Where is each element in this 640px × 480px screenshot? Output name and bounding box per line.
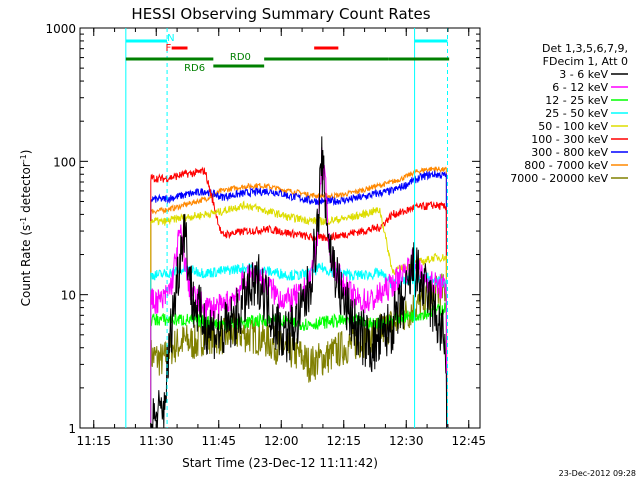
legend-label-5: 100 - 300 keV bbox=[531, 133, 608, 146]
series-line-7 bbox=[150, 166, 448, 429]
legend-label-8: 7000 - 20000 keV bbox=[510, 172, 608, 185]
annotation-label-rd0: RD0 bbox=[230, 52, 251, 63]
x-tick-label: 12:45 bbox=[451, 434, 486, 448]
x-tick-label: 11:15 bbox=[76, 434, 111, 448]
y-tick-label: 10 bbox=[61, 289, 76, 303]
legend-label-2: 12 - 25 keV bbox=[545, 94, 608, 107]
y-axis-label-mid: detector bbox=[19, 162, 33, 217]
x-axis-label: Start Time (23-Dec-12 11:11:42) bbox=[182, 456, 378, 470]
y-axis-label-sup2: -1 bbox=[19, 154, 28, 162]
annotation-label-n: N bbox=[167, 33, 174, 44]
legend-label-0: 3 - 6 keV bbox=[559, 68, 608, 81]
series-line-4 bbox=[150, 200, 448, 429]
annotation-label-rd6: RD6 bbox=[184, 63, 205, 74]
y-axis-label-main: Count Rate (s bbox=[19, 225, 33, 307]
annotation-layer: NF RD0 RD6 bbox=[125, 28, 450, 428]
y-axis-label-sup1: -1 bbox=[19, 217, 28, 225]
y-tick-label: 1000 bbox=[45, 22, 76, 36]
y-tick-label: 100 bbox=[53, 155, 76, 169]
legend-label-1: 6 - 12 keV bbox=[552, 81, 608, 94]
legend-label-7: 800 - 7000 keV bbox=[524, 159, 608, 172]
annotation-label-f: F bbox=[165, 43, 171, 54]
plot-frame bbox=[79, 27, 481, 429]
legend-label-6: 300 - 800 keV bbox=[531, 146, 608, 159]
y-axis-label: Count Rate (s-1 detector-1) bbox=[19, 150, 33, 307]
legend: Det 1,3,5,6,7,9, FDecim 1, Att 0 3 - 6 k… bbox=[510, 42, 628, 185]
x-tick-label: 11:45 bbox=[201, 434, 236, 448]
x-tick-label: 12:30 bbox=[389, 434, 424, 448]
x-tick-label: 12:00 bbox=[264, 434, 299, 448]
series-layer bbox=[150, 136, 448, 429]
legend-header-line-2: FDecim 1, Att 0 bbox=[543, 55, 628, 68]
legend-header-line-1: Det 1,3,5,6,7,9, bbox=[542, 42, 628, 55]
x-tick-label: 11:30 bbox=[139, 434, 174, 448]
series-line-0 bbox=[150, 136, 448, 429]
legend-label-3: 25 - 50 keV bbox=[545, 107, 608, 120]
series-line-1 bbox=[150, 147, 448, 429]
chart-title: HESSI Observing Summary Count Rates bbox=[131, 5, 430, 23]
y-tick-label: 1 bbox=[68, 422, 76, 436]
series-line-5 bbox=[150, 166, 448, 429]
x-tick-label: 12:15 bbox=[326, 434, 361, 448]
legend-label-4: 50 - 100 keV bbox=[538, 120, 608, 133]
series-line-6 bbox=[150, 170, 448, 429]
footer-timestamp: 23-Dec-2012 09:28 bbox=[559, 469, 636, 478]
y-axis-label-end: ) bbox=[19, 150, 33, 155]
axes-layer: 11:15 11:30 11:45 12:00 12:15 12:30 12:45 1 10 10… bbox=[45, 22, 486, 448]
